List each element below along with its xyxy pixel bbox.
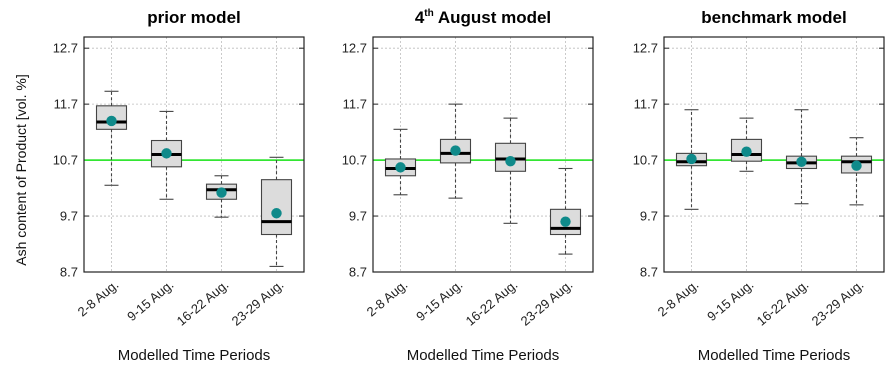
box-1 <box>675 109 708 210</box>
box-3 <box>494 117 527 224</box>
mean-marker <box>395 162 406 173</box>
x-axis-label: Modelled Time Periods <box>698 347 851 364</box>
mean-marker <box>216 187 227 198</box>
y-tick-label: 8.7 <box>349 265 367 280</box>
x-tick-label: 9-15 Aug. <box>124 277 176 324</box>
x-tick-label: 16-22 Aug. <box>174 277 232 329</box>
x-axis-label: Modelled Time Periods <box>118 347 271 364</box>
mean-marker <box>796 156 807 167</box>
box-4 <box>549 167 582 255</box>
panel-title-superscript: th <box>424 8 433 19</box>
panel-1: prior model 8.7 9.7 10.7 11.7 12.7 2-8 Aug. 9-1… <box>53 8 305 364</box>
box-2 <box>150 110 183 200</box>
plot-frame <box>83 36 305 273</box>
y-tick-label: 8.7 <box>640 265 658 280</box>
y-tick-label: 10.7 <box>633 153 658 168</box>
x-tick-label: 2-8 Aug. <box>364 277 411 320</box>
mean-marker <box>560 216 571 227</box>
y-tick-label: 9.7 <box>60 209 78 224</box>
mean-marker <box>851 160 862 171</box>
x-tick-label: 23-29 Aug. <box>518 277 576 329</box>
mean-marker <box>505 156 516 167</box>
mean-marker <box>450 145 461 156</box>
box-3 <box>205 175 238 218</box>
box-4 <box>840 137 873 206</box>
x-tick-label: 2-8 Aug. <box>655 277 702 320</box>
panel-title: prior model <box>147 8 241 27</box>
x-axis-label: Modelled Time Periods <box>407 347 560 364</box>
mean-marker <box>741 146 752 157</box>
y-axis-label: Ash content of Product [vol. %] <box>13 74 29 265</box>
panel-title: benchmark model <box>701 8 847 27</box>
x-tick-label: 9-15 Aug. <box>413 277 465 324</box>
x-tick-label: 16-22 Aug. <box>754 277 812 329</box>
plot-frame <box>372 36 594 273</box>
x-tick-label: 9-15 Aug. <box>704 277 756 324</box>
x-tick-label: 2-8 Aug. <box>75 277 122 320</box>
x-tick-label: 23-29 Aug. <box>229 277 287 329</box>
y-tick-label: 9.7 <box>349 209 367 224</box>
mean-marker <box>106 115 117 127</box>
box-1 <box>384 128 417 196</box>
mean-marker <box>271 208 282 219</box>
y-tick-label: 11.7 <box>54 97 78 112</box>
panel-title: 4th August model <box>415 8 551 27</box>
plot-frame <box>663 36 885 273</box>
y-tick-label: 9.7 <box>640 209 658 224</box>
y-tick-label: 12.7 <box>633 41 658 56</box>
box-1 <box>95 90 128 186</box>
box-3 <box>785 109 818 205</box>
panel-title-rest: August model <box>434 8 551 27</box>
y-tick-label: 8.7 <box>60 265 78 280</box>
x-tick-label: 23-29 Aug. <box>809 277 867 329</box>
panel-2: 4th August model 8.7 9.7 10.7 11.7 12.7 2-8 Au… <box>342 8 594 364</box>
mean-marker <box>686 153 697 165</box>
panel-title-text: 4 <box>415 8 425 27</box>
box-2 <box>730 117 763 172</box>
box-2 <box>439 103 472 199</box>
panel-title-text: prior model <box>147 8 241 27</box>
iqr-box <box>260 179 293 236</box>
y-tick-label: 10.7 <box>53 153 78 168</box>
box-4 <box>260 156 293 267</box>
y-tick-label: 10.7 <box>342 153 367 168</box>
x-tick-label: 16-22 Aug. <box>463 277 521 329</box>
panel-title-text: benchmark model <box>701 8 847 27</box>
mean-marker <box>161 148 172 159</box>
y-tick-label: 12.7 <box>53 41 78 56</box>
y-tick-label: 12.7 <box>342 41 367 56</box>
panel-3: benchmark model 8.7 9.7 10.7 11.7 12.7 2-8 Aug… <box>633 8 885 364</box>
y-tick-label: 11.7 <box>343 97 367 112</box>
y-tick-label: 11.7 <box>634 97 658 112</box>
